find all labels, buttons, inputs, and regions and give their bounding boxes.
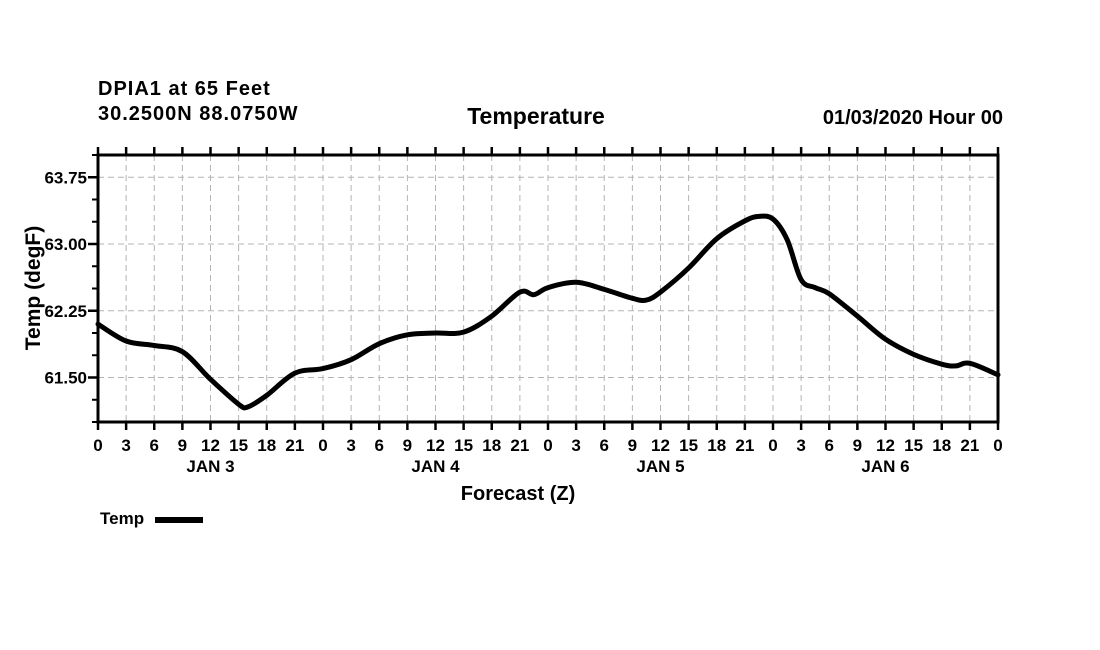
x-tick-label: 18 <box>257 436 276 455</box>
x-tick-label: 12 <box>651 436 670 455</box>
x-tick-label: 12 <box>426 436 445 455</box>
x-tick-label: 21 <box>510 436 529 455</box>
day-label: JAN 4 <box>411 457 460 476</box>
x-tick-label: 12 <box>201 436 220 455</box>
day-labels-layer: JAN 3 JAN 4 JAN 5 JAN 6 <box>186 457 909 476</box>
x-tick-label: 15 <box>904 436 923 455</box>
chart-title: Temperature <box>467 103 605 129</box>
x-tick-label: 21 <box>960 436 979 455</box>
x-tick-label: 3 <box>796 436 805 455</box>
legend-label: Temp <box>100 509 144 528</box>
day-label: JAN 6 <box>861 457 909 476</box>
x-tick-label: 12 <box>876 436 895 455</box>
x-tick-label: 6 <box>600 436 609 455</box>
x-tick-label: 18 <box>482 436 501 455</box>
y-axis-label: Temp (degF) <box>22 226 45 350</box>
y-tick-labels-layer: 61.50 62.25 63.00 63.75 <box>44 168 87 387</box>
x-tick-label: 9 <box>403 436 412 455</box>
x-tick-label: 9 <box>628 436 637 455</box>
x-tick-label: 0 <box>768 436 777 455</box>
x-tick-label: 3 <box>571 436 580 455</box>
x-tick-label: 6 <box>825 436 834 455</box>
x-tick-label: 6 <box>375 436 384 455</box>
y-tick-label: 61.50 <box>44 369 87 388</box>
x-tick-label: 0 <box>993 436 1002 455</box>
x-axis-label: Forecast (Z) <box>461 483 575 505</box>
x-tick-label: 0 <box>93 436 102 455</box>
x-tick-label: 21 <box>285 436 304 455</box>
curve-layer <box>95 213 1001 411</box>
coords-header: 30.2500N 88.0750W <box>98 103 298 125</box>
day-label: JAN 5 <box>636 457 684 476</box>
temp-curve <box>95 213 1001 411</box>
x-tick-label: 9 <box>178 436 187 455</box>
y-tick-label: 63.75 <box>44 168 87 187</box>
x-tick-label: 15 <box>679 436 698 455</box>
x-tick-label: 0 <box>543 436 552 455</box>
y-tick-label: 62.25 <box>44 302 87 321</box>
x-tick-label: 18 <box>707 436 726 455</box>
x-tick-label: 9 <box>853 436 862 455</box>
x-tick-label: 3 <box>121 436 130 455</box>
y-tick-label: 63.00 <box>44 235 87 254</box>
x-tick-label: 15 <box>454 436 473 455</box>
x-tick-label: 0 <box>318 436 327 455</box>
init-time-header: 01/03/2020 Hour 00 <box>823 107 1003 129</box>
x-tick-label: 15 <box>229 436 248 455</box>
x-tick-label: 21 <box>735 436 754 455</box>
x-tick-label: 6 <box>150 436 159 455</box>
legend-line-swatch <box>155 517 203 523</box>
x-tick-labels-layer: 0 3 6 9 12 15 18 21 0 3 6 9 12 15 18 21 0 3 6 9 12 15 18 21 0 3 6 9… <box>93 436 1002 455</box>
station-header: DPIA1 at 65 Feet <box>98 78 271 100</box>
day-label: JAN 3 <box>186 457 234 476</box>
x-tick-label: 18 <box>932 436 951 455</box>
x-tick-label: 3 <box>346 436 355 455</box>
ticks-layer <box>88 147 1000 430</box>
